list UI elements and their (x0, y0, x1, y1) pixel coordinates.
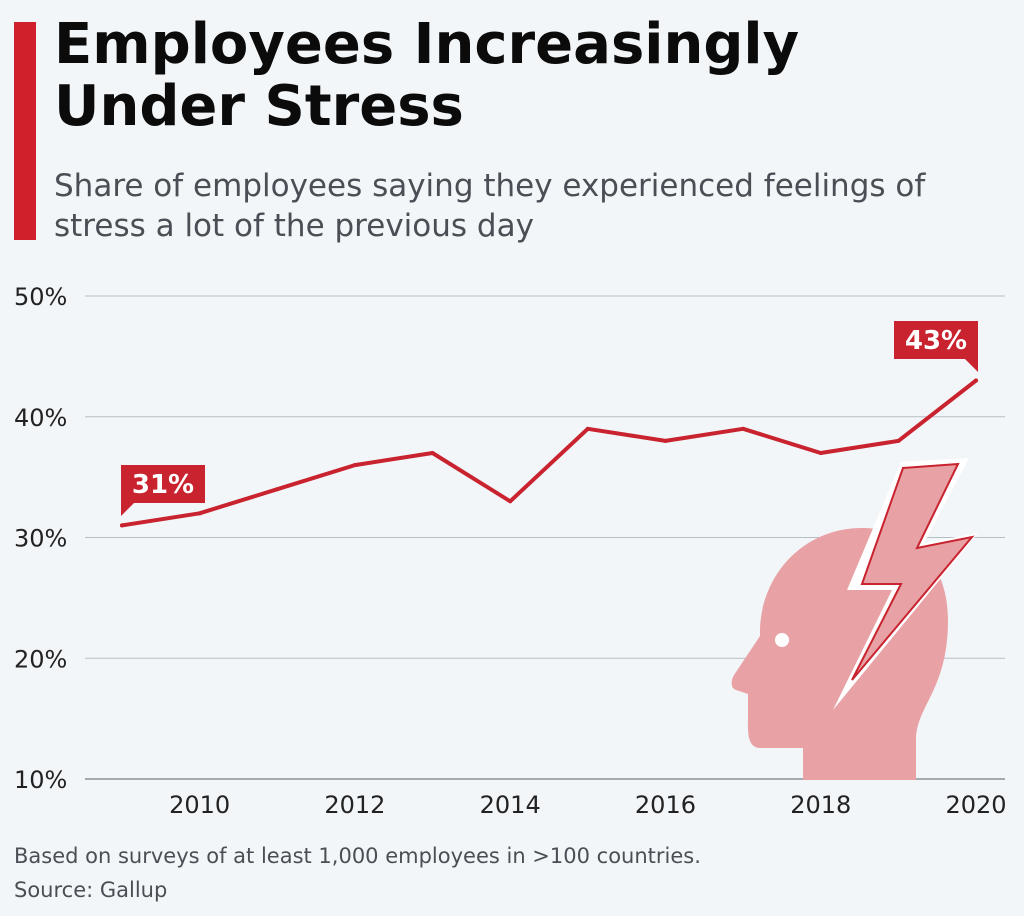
source-note: Source: Gallup (14, 878, 168, 902)
x-tick-label: 2016 (635, 791, 696, 819)
callout-last-label: 43% (905, 326, 967, 356)
stressed-head-lightning-icon (731, 458, 978, 780)
data-point-2013 (430, 450, 435, 455)
x-tick-label: 2010 (169, 791, 230, 819)
x-axis-ticks: 2010 2012 2014 2016 2018 2020 (169, 791, 1006, 819)
data-point-2016 (663, 438, 668, 443)
x-tick-label: 2018 (790, 791, 851, 819)
y-axis-ticks: 10% 20% 30% 40% 50% (14, 283, 67, 794)
chart-title: Employees Increasingly Under Stress (54, 12, 800, 139)
callout-last-value: 43% (894, 321, 978, 372)
data-point-2014 (508, 499, 513, 504)
data-point-2018 (818, 450, 823, 455)
callout-first-value: 31% (121, 465, 205, 516)
data-points (120, 378, 978, 528)
x-tick-label: 2020 (945, 791, 1006, 819)
data-point-2012 (352, 463, 357, 468)
data-point-2009 (120, 523, 124, 528)
data-point-2015 (585, 426, 590, 431)
callout-first-box (121, 465, 205, 503)
head-eye (775, 633, 789, 647)
data-point-2020 (974, 378, 978, 383)
callout-first-pointer (121, 503, 134, 516)
data-point-2019 (896, 438, 901, 443)
data-point-2011 (275, 487, 280, 492)
callout-first-label: 31% (132, 470, 194, 500)
callout-last-box (894, 321, 978, 359)
chart-subtitle: Share of employees saying they experienc… (54, 168, 926, 244)
y-tick-label: 50% (14, 283, 67, 311)
series-line (120, 378, 978, 528)
y-tick-label: 20% (14, 645, 67, 673)
x-tick-label: 2014 (480, 791, 541, 819)
title-accent-bar (14, 22, 36, 240)
footnote: Based on surveys of at least 1,000 emplo… (14, 844, 701, 868)
data-point-2017 (741, 426, 746, 431)
x-tick-label: 2012 (324, 791, 385, 819)
y-tick-label: 30% (14, 525, 67, 553)
y-tick-label: 40% (14, 404, 67, 432)
data-point-2010 (197, 511, 202, 516)
y-tick-label: 10% (14, 766, 67, 794)
lightning-bolt (851, 462, 975, 681)
callout-last-pointer (965, 359, 978, 372)
